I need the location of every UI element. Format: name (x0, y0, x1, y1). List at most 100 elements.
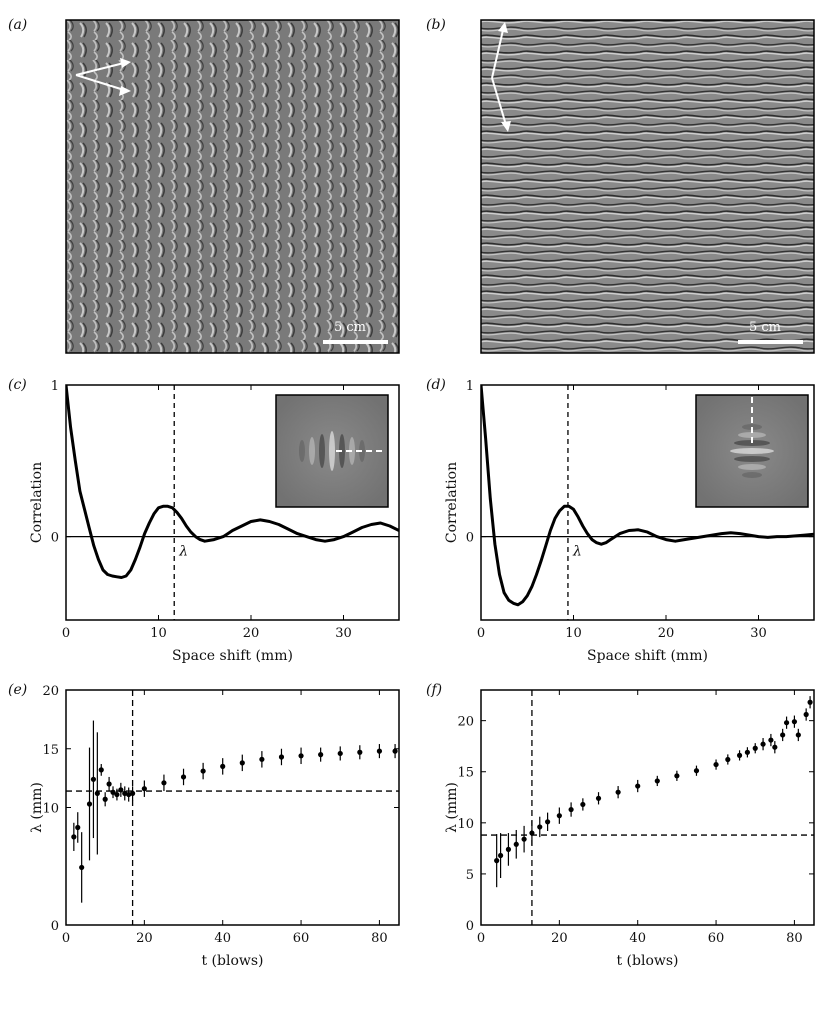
panel-b: (b) 5 cm (426, 17, 815, 354)
inset-stripe (738, 464, 766, 470)
data-point (545, 819, 551, 825)
data-point (760, 741, 766, 747)
data-point (180, 774, 187, 780)
data-point (556, 813, 562, 819)
data-point (141, 786, 147, 792)
data-point (725, 756, 731, 763)
data-point (118, 787, 124, 793)
y-axis-label: λ (mm) (29, 782, 45, 833)
x-axis-label: Space shift (mm) (172, 648, 293, 664)
axes-frame (480, 384, 815, 621)
data-point (259, 756, 265, 762)
y-tick-label: 0 (51, 919, 59, 934)
y-tick-label: 15 (457, 766, 474, 781)
axes-frame (480, 689, 815, 926)
data-point (161, 780, 167, 786)
data-point (239, 760, 245, 766)
panel-label-a: (a) (8, 17, 27, 33)
panel-label: (d) (426, 377, 446, 393)
data-point (521, 836, 527, 842)
data-point (94, 790, 100, 797)
autocorrelation-inset (695, 394, 809, 508)
data-point (791, 719, 798, 725)
data-point (200, 768, 206, 774)
data-point (580, 801, 586, 808)
ripple-image-b (480, 19, 815, 354)
data-point (122, 790, 128, 797)
scale-bar-b (738, 340, 803, 344)
data-point (795, 732, 801, 738)
data-point (106, 781, 112, 787)
data-point (114, 791, 120, 798)
x-tick-label: 60 (293, 931, 310, 946)
y-tick-label: 5 (466, 868, 474, 883)
x-tick-label: 20 (136, 931, 153, 946)
data-point (71, 834, 77, 840)
inset-stripe (309, 437, 315, 465)
data-point (220, 763, 226, 769)
x-tick-label: 80 (786, 931, 803, 946)
scale-bar-a (323, 340, 388, 344)
data-point (780, 732, 786, 738)
data-point (674, 773, 680, 779)
data-point (529, 830, 535, 836)
lambda-annotation: λ (178, 544, 188, 560)
data-point (110, 789, 116, 795)
data-point (376, 748, 383, 754)
inset-stripe (319, 434, 325, 468)
chart-d: (d) 0 10 20 30 0 1 Space shift (mm) Correlation λ (426, 377, 815, 664)
data-point (635, 783, 641, 789)
data-point (497, 852, 504, 859)
data-point (744, 749, 751, 755)
panel-label-b: (b) (426, 17, 446, 33)
autocorrelation-inset (275, 394, 389, 508)
data-point (713, 761, 719, 768)
data-point (783, 720, 790, 726)
y-tick-label: 20 (42, 684, 59, 699)
inset-stripe (742, 472, 762, 478)
data-point (654, 778, 660, 784)
plot-area (481, 385, 814, 620)
chart-c: (c) 0 10 20 30 0 1 Space shift (mm) Correlation λ (8, 377, 400, 664)
data-point (98, 767, 104, 773)
x-tick-label: 20 (243, 626, 260, 641)
inset-stripe (730, 448, 774, 454)
panel-label: (c) (8, 377, 27, 393)
x-tick-label: 10 (565, 626, 582, 641)
data-point (75, 824, 81, 831)
x-tick-label: 80 (371, 931, 388, 946)
y-tick-label: 20 (457, 715, 474, 730)
panel-label: (f) (426, 682, 442, 698)
data-point (505, 846, 512, 852)
y-tick-label: 0 (466, 919, 474, 934)
scale-bar-label-a: 5 cm (334, 320, 366, 335)
x-tick-label: 20 (551, 931, 568, 946)
data-point (537, 824, 543, 830)
data-point (86, 801, 93, 807)
scale-bar-label-b: 5 cm (749, 320, 781, 335)
lambda-annotation: λ (572, 544, 582, 560)
axes-frame (65, 689, 400, 926)
correlation-curve (481, 385, 814, 607)
y-tick-label: 1 (466, 379, 474, 394)
data-point (693, 768, 700, 774)
x-tick-label: 40 (214, 931, 231, 946)
y-tick-label: 1 (51, 379, 59, 394)
data-point (803, 711, 809, 718)
data-point (318, 752, 324, 758)
plot-area (66, 385, 399, 620)
data-point (126, 791, 132, 798)
chart-f: (f) 0 20 40 60 80 0 5 10 15 20 t (blows) λ (mm) (426, 682, 815, 969)
panel-a: (a) 5 cm (8, 17, 400, 354)
data-point (752, 745, 758, 751)
plot-area (66, 690, 399, 925)
x-axis-label: t (blows) (616, 953, 678, 969)
inset-stripe (734, 456, 770, 462)
x-tick-label: 0 (62, 626, 70, 641)
data-point (130, 790, 136, 797)
panel-label: (e) (8, 682, 27, 698)
axes-frame (65, 384, 400, 621)
x-tick-label: 40 (629, 931, 646, 946)
y-tick-label: 15 (42, 743, 59, 758)
